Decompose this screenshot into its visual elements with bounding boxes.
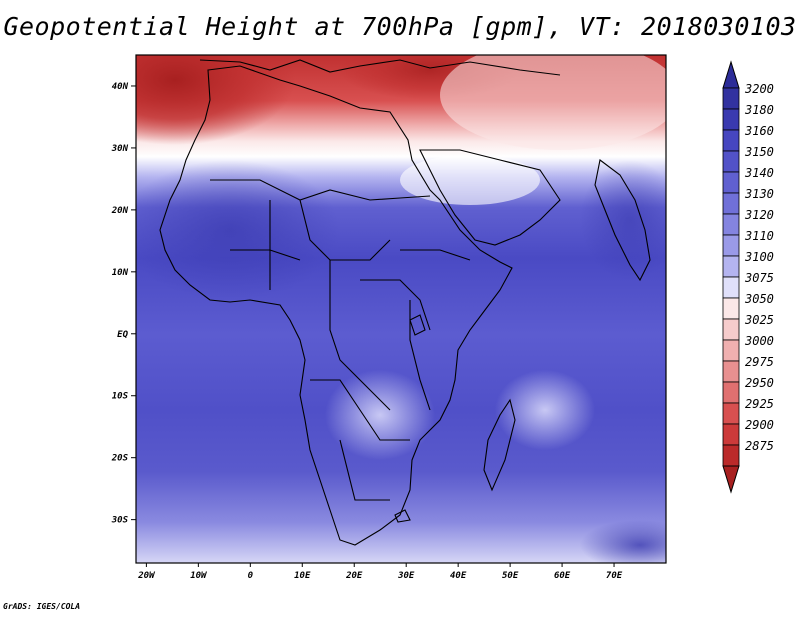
lon-label: 10W (190, 571, 208, 581)
lat-label: 20N (111, 206, 129, 216)
lat-label: EQ (117, 330, 128, 340)
colorbar-segment (722, 150, 740, 173)
colorbar-segment (722, 192, 740, 215)
colorbar-label: 3050 (744, 292, 774, 306)
colorbar-segment (722, 255, 740, 278)
colorbar-segment (722, 171, 740, 194)
colorbar-segment (722, 87, 740, 110)
colorbar-label: 3160 (744, 124, 774, 138)
colorbar-top-cap (722, 60, 740, 89)
lon-label: 0 (248, 571, 254, 581)
lon-label: 70E (606, 571, 623, 581)
lat-label: 10S (112, 392, 129, 402)
colorbar-label: 3150 (744, 145, 774, 159)
grads-credit: GrADS: IGES/COLA (3, 602, 81, 611)
colorbar-segment (722, 402, 740, 425)
colorbar-label: 3120 (744, 208, 774, 222)
colorbar-label: 2875 (745, 439, 774, 453)
lon-label: 20E (345, 571, 363, 581)
colorbar-segment (722, 444, 740, 467)
latitude-axis: 40N 30N 20N 10N EQ 10S 20S 30S (111, 82, 136, 526)
lon-label: 20W (137, 571, 156, 581)
colorbar-bottom-cap (722, 465, 740, 494)
lat-label: 40N (112, 82, 129, 92)
lon-label: 50E (502, 571, 519, 581)
coastlines (159, 59, 651, 546)
colorbar-segment (722, 360, 740, 383)
colorbar-label: 2975 (745, 355, 774, 369)
colorbar-segment (722, 339, 740, 362)
colorbar-label: 3140 (744, 166, 774, 180)
lon-label: 30E (397, 571, 415, 581)
lon-label: 60E (554, 571, 571, 581)
map-frame (135, 54, 667, 564)
colorbar-segment (722, 318, 740, 341)
colorbar-segment (722, 108, 740, 131)
colorbar: 3200 3180 3160 3150 3140 3130 3120 3110 3100 3075… (722, 60, 774, 494)
height-field (136, 55, 666, 563)
colorbar-segment (722, 129, 740, 152)
map-title: Geopotential Height at 700hPa [gpm], VT:… (3, 12, 797, 41)
colorbar-label: 2950 (745, 376, 774, 390)
colorbar-segment (722, 213, 740, 236)
colorbar-label: 2900 (745, 418, 774, 432)
colorbar-label: 3100 (744, 250, 774, 264)
lat-label: 30S (111, 516, 129, 526)
lat-label: 30N (111, 144, 129, 154)
lat-label: 20S (111, 454, 129, 464)
colorbar-segment (722, 297, 740, 320)
colorbar-segment (722, 381, 740, 404)
colorbar-label: 2925 (745, 397, 774, 411)
colorbar-label: 3200 (744, 82, 774, 96)
colorbar-segment (722, 276, 740, 299)
colorbar-segment (722, 234, 740, 257)
colorbar-label: 3110 (744, 229, 774, 243)
colorbar-label: 3025 (744, 313, 774, 327)
colorbar-label: 3130 (744, 187, 774, 201)
lon-label: 40E (450, 571, 467, 581)
lon-label: 10E (294, 571, 311, 581)
colorbar-segment (722, 423, 740, 446)
longitude-axis: 20W 10W 0 10E 20E 30E 40E 50E 60E 70E (137, 563, 623, 581)
lat-label: 10N (112, 268, 129, 278)
colorbar-label: 3075 (744, 271, 774, 285)
colorbar-label: 3000 (744, 334, 774, 348)
colorbar-label: 3180 (744, 103, 774, 117)
